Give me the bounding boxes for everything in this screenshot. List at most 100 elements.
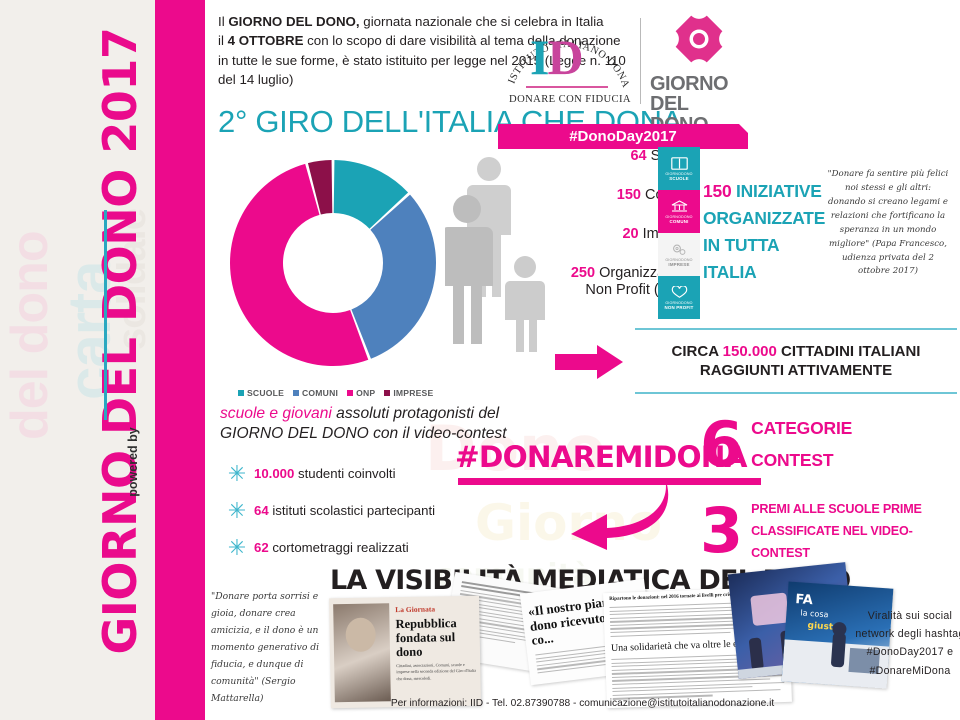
clipping-1-body: Cittadini, associazioni, Comuni, scuole … [396,661,476,681]
donut-slice-comuni [351,194,436,359]
legend-swatch [238,390,244,396]
bullet-studenti: ✳ 10.000 studenti coinvolti [220,455,520,492]
pink-accent-bar [155,0,205,720]
legend-label: IMPRESE [393,388,434,398]
badge-comuni-bottom: COMUNI [669,218,689,224]
three-line1: PREMI ALLE SCUOLE PRIME [751,502,922,516]
legend-label: SCUOLE [247,388,285,398]
badge-imprese: GIORNODONO IMPRESE [658,233,700,276]
video-contest-intro: scuole e giovani assoluti protagonisti d… [220,404,530,445]
arrow-curve-left-icon [571,478,669,550]
bullet-studenti-number: 10.000 [254,466,295,481]
badge-scuole: GIORNODONO SCUOLE [658,147,700,190]
legend-swatch [384,390,391,396]
three-number: 3 [700,494,744,568]
bank-icon [671,199,687,212]
book-icon [670,156,688,170]
stat-imprese-number: 20 [622,226,639,243]
vc-intro-rest: assoluti protagonisti del [331,405,500,422]
intro-line2-bold: 4 OTTOBRE [227,33,304,49]
iid-rule [526,86,608,88]
clipping-1-kicker: La Giornata [395,604,436,615]
stat-onp-number: 250 [570,265,596,282]
bullet-cortometraggi: ✳ 62 cortometraggi realizzati [220,529,520,566]
tv-screenshot-2: FA la cosa giusta [781,581,894,689]
asterisk-icon: ✳ [227,534,247,560]
logo-block: ISTITUTO ITALIANO DONAZIONE ID DONARE CO… [498,0,748,154]
intro-paragraph: Il GIORNO DEL DONO, giornata nazionale c… [218,12,708,89]
iid-letter-i: I [530,29,550,85]
quote-papa-francesco: "Donare fa sentire più felici noi stessi… [827,169,949,277]
badge-scuole-bottom: SCUOLE [669,175,689,181]
circa-line2: RAGGIUNTI ATTIVAMENTE [699,362,893,380]
press-clipping-1: La Giornata Repubblica fondata sul dono … [329,595,481,709]
viral-social-text: Viralità sui social network degli hashta… [855,610,960,677]
donut-slice-scuole [333,160,409,229]
iniziative-line2: ORGANIZZATE [703,208,826,229]
vc-intro-highlight: scuole e giovani [220,405,332,422]
legend-swatch [347,390,354,396]
hashtag-banner: #DonoDay2017 [498,124,748,149]
gears-icon [672,244,685,255]
legend-swatch [293,390,300,396]
circa-pre: CIRCA [671,343,723,360]
legend-label: COMUNI [302,388,339,398]
iid-arc-text: ISTITUTO ITALIANO DONAZIONE [498,6,631,90]
donut-slice-onp [230,163,369,366]
arrow-right-icon [555,345,623,379]
sidebar-divider [104,210,107,420]
stat-scuole-number: 64 [630,148,647,164]
badge-column: GIORNODONO SCUOLE GIORNODONO COMUNI [658,147,700,319]
legend-item-scuole: SCUOLE [238,388,284,398]
iid-letter-d: D [547,29,583,85]
intro-line2-pre: il [218,33,228,49]
iniziative-line3: IN TUTTA ITALIA [703,235,779,283]
legend-item-imprese: IMPRESE [384,388,433,398]
main-content: Il GIORNO DEL DONO, giornata nazionale c… [205,0,960,720]
iid-tagline: DONARE CON FIDUCIA [509,94,631,105]
quote-mattarella: "Donare porta sorrisi e gioia, donare cr… [211,591,320,705]
legend-item-onp: ONP [347,388,375,398]
bullet-cortometraggi-number: 62 [254,540,269,555]
hashtag-donaremidona: #DONAREMIDONA [455,440,747,474]
hashtag-underline [458,478,761,485]
donut-svg [230,160,436,366]
badge-non-profit: GIORNODONO NON PROFIT [658,276,700,319]
divider-bottom [635,392,957,394]
iid-monogram: ID [530,28,584,86]
divider-top [635,328,957,330]
iid-logo: ISTITUTO ITALIANO DONAZIONE ID DONARE CO… [498,6,638,118]
donut-slice-imprese [307,160,333,215]
circa-number: 150.000 [722,343,777,360]
iniziative-number: 150 [703,181,732,201]
iniziative-word1: INIZIATIVE [731,181,822,201]
clipping-1-title: Repubblica fondata sul dono [395,616,457,660]
clipping-photo [333,603,391,703]
three-line2: CLASSIFICATE NEL VIDEO-CONTEST [751,524,913,561]
asterisk-icon: ✳ [227,497,247,523]
bullet-istituti: ✳ 64 istituti scolastici partecipanti [220,492,520,529]
sidebar-powered-by: powered by [126,427,140,497]
badge-non-profit-top: GIORNODONO [665,300,693,305]
people-pictogram [441,155,565,355]
footer-contact: Per informazioni: IID - Tel. 02.87390788… [390,698,775,709]
intro-line2-post: con lo scopo di dare visibilità al tema … [303,33,621,49]
circa-block: CIRCA 150.000 CITTADINI ITALIANI RAGGIUN… [635,342,957,380]
six-line2: CONTEST [751,450,834,471]
badge-imprese-top: GIORNODONO [665,257,693,262]
asterisk-icon: ✳ [227,460,247,486]
bullet-istituti-text: istituti scolastici partecipanti [268,503,436,518]
circa-post: CITTADINI ITALIANI [776,343,921,360]
intro-line1-bold: GIORNO DEL DONO, [228,14,360,29]
badge-non-profit-bottom: NON PROFIT [664,304,694,310]
six-text: CATEGORIE CONTEST [751,412,852,477]
diamond-flower-icon [656,0,742,82]
legend-label: ONP [356,388,376,398]
intro-line1-post: giornata nazionale che si celebra in Ita… [359,14,604,29]
vc-intro-line2: GIORNO DEL DONO con il video-contest [220,425,507,443]
heart-icon [671,285,687,298]
intro-line1-pre: Il [218,14,229,29]
stat-comuni-number: 150 [616,187,641,204]
logo-divider [640,18,641,104]
categorie-contest-block: 6 CATEGORIE CONTEST [700,412,955,477]
